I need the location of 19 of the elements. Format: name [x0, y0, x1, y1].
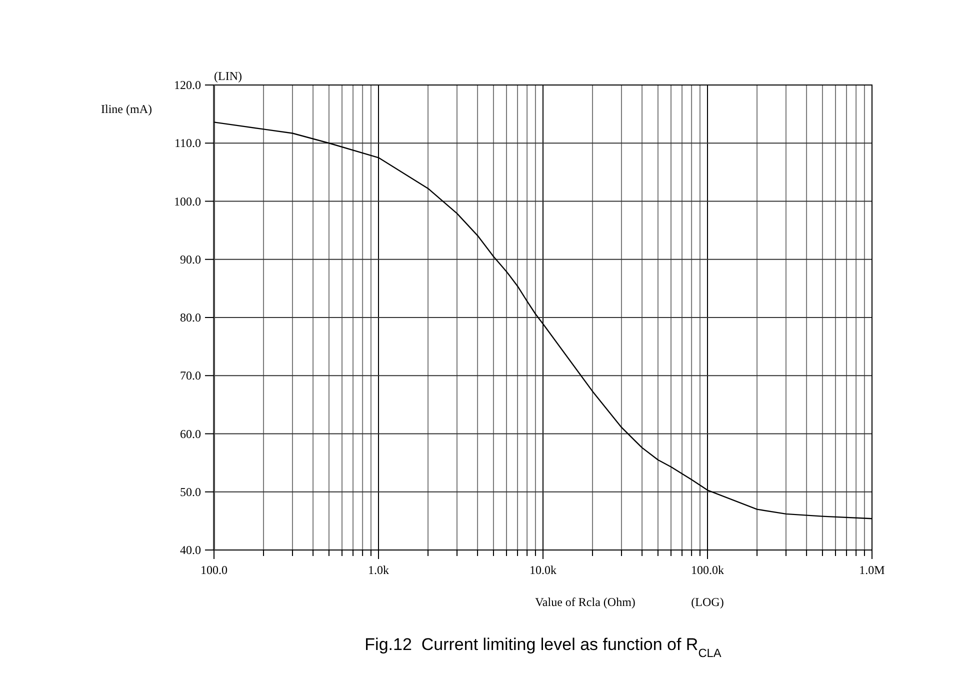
y-tick-label: 40.0 — [180, 543, 201, 557]
x-axis-title: Value of Rcla (Ohm) — [535, 595, 636, 609]
y-tick-label: 100.0 — [174, 194, 201, 208]
x-tick-label: 100.0 — [200, 563, 228, 577]
x-tick-label: 1.0M — [859, 563, 886, 577]
y-tick-label: 60.0 — [180, 426, 201, 441]
text: Fig.12 Current limiting level as function of R$_{CLA}$ — [364, 635, 722, 660]
y-tick-label: 90.0 — [180, 252, 201, 266]
text: (LIN) — [214, 69, 242, 83]
y-tick-label: 110.0 — [174, 136, 201, 150]
y-tick-label: 80.0 — [180, 310, 201, 324]
x-tick-label: 10.0k — [530, 563, 556, 577]
x-tick-label: 100.0k — [691, 563, 724, 577]
x-tick-label: 1.0k — [368, 563, 389, 577]
y-tick-label: 120.0 — [174, 78, 201, 92]
text: (LOG) — [691, 595, 724, 609]
y-tick-label: 70.0 — [180, 368, 201, 383]
y-axis-title: Iline (mA) — [101, 102, 152, 116]
y-tick-label: 50.0 — [180, 484, 201, 499]
